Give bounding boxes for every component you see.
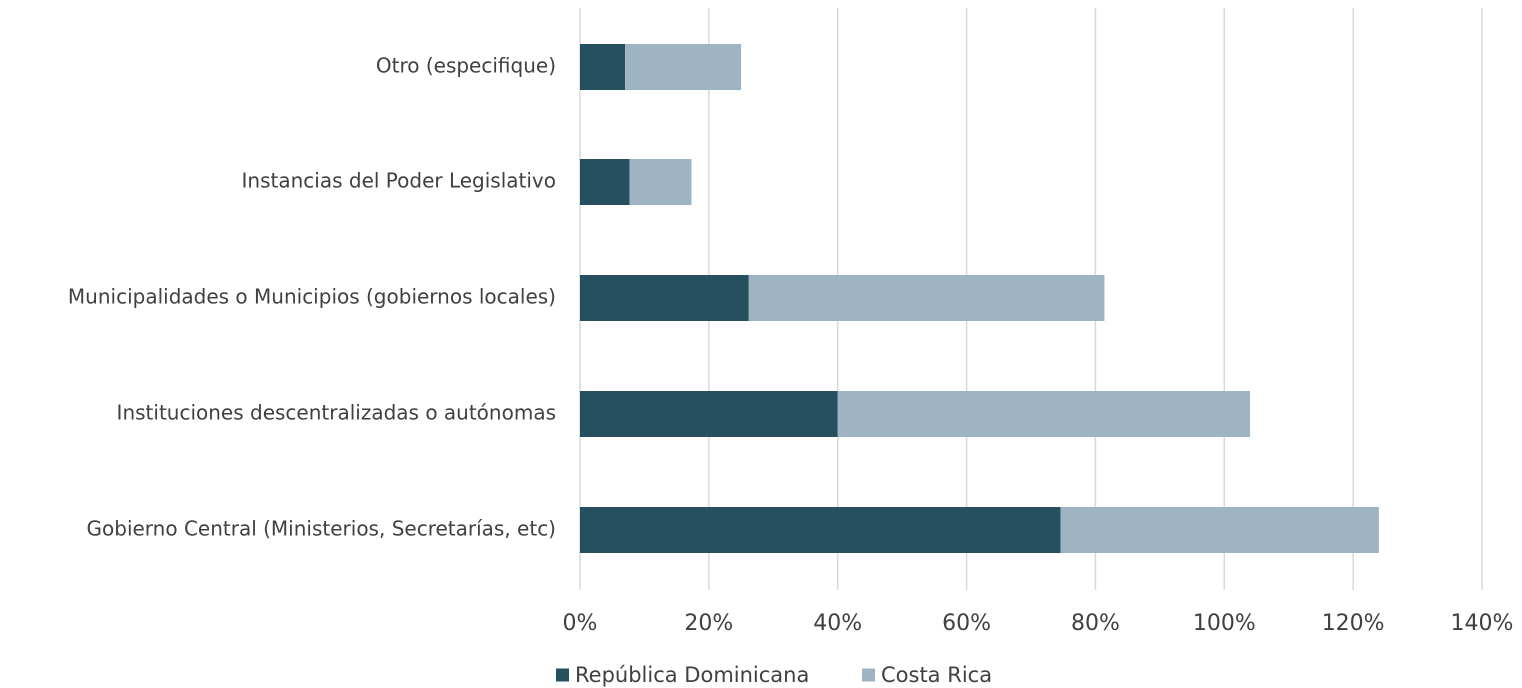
bar-segment-republica-dominicana bbox=[580, 391, 838, 437]
bar-segment-republica-dominicana bbox=[580, 159, 630, 205]
x-tick-label: 40% bbox=[813, 611, 862, 636]
bar-segment-costa-rica bbox=[837, 391, 1251, 437]
bar-segment-costa-rica bbox=[625, 44, 742, 90]
category-label: Instancias del Poder Legislativo bbox=[242, 169, 556, 193]
legend-swatch bbox=[556, 668, 569, 682]
bar-segment-costa-rica bbox=[748, 275, 1105, 321]
legend-label: República Dominicana bbox=[575, 663, 809, 687]
x-tick-label: 140% bbox=[1451, 611, 1514, 636]
x-tick-label: 120% bbox=[1322, 611, 1385, 636]
bar-segment-republica-dominicana bbox=[580, 44, 626, 90]
category-label: Gobierno Central (Ministerios, Secretarí… bbox=[87, 517, 556, 541]
x-tick-label: 80% bbox=[1071, 611, 1120, 636]
legend: República Dominicana Costa Rica bbox=[556, 663, 992, 687]
legend-label: Costa Rica bbox=[881, 663, 992, 687]
category-label: Otro (especifique) bbox=[376, 54, 556, 78]
legend-swatch bbox=[862, 668, 875, 682]
x-tick-label: 100% bbox=[1193, 611, 1256, 636]
x-tick-label: 20% bbox=[684, 611, 733, 636]
bar-segment-republica-dominicana bbox=[580, 275, 749, 321]
x-tick-label: 60% bbox=[942, 611, 991, 636]
category-label: Instituciones descentralizadas o autónom… bbox=[117, 401, 556, 425]
bar-segment-costa-rica bbox=[1060, 507, 1379, 553]
category-label: Municipalidades o Municipios (gobiernos … bbox=[68, 285, 556, 309]
bars bbox=[580, 44, 1379, 553]
category-labels: Otro (especifique) Instancias del Poder L… bbox=[68, 54, 556, 541]
bar-segment-republica-dominicana bbox=[580, 507, 1061, 553]
x-tick-labels: 0% 20% 40% 60% 80% 100% 120% 140% bbox=[563, 611, 1514, 636]
bar-segment-costa-rica bbox=[629, 159, 692, 205]
x-tick-label: 0% bbox=[563, 611, 598, 636]
